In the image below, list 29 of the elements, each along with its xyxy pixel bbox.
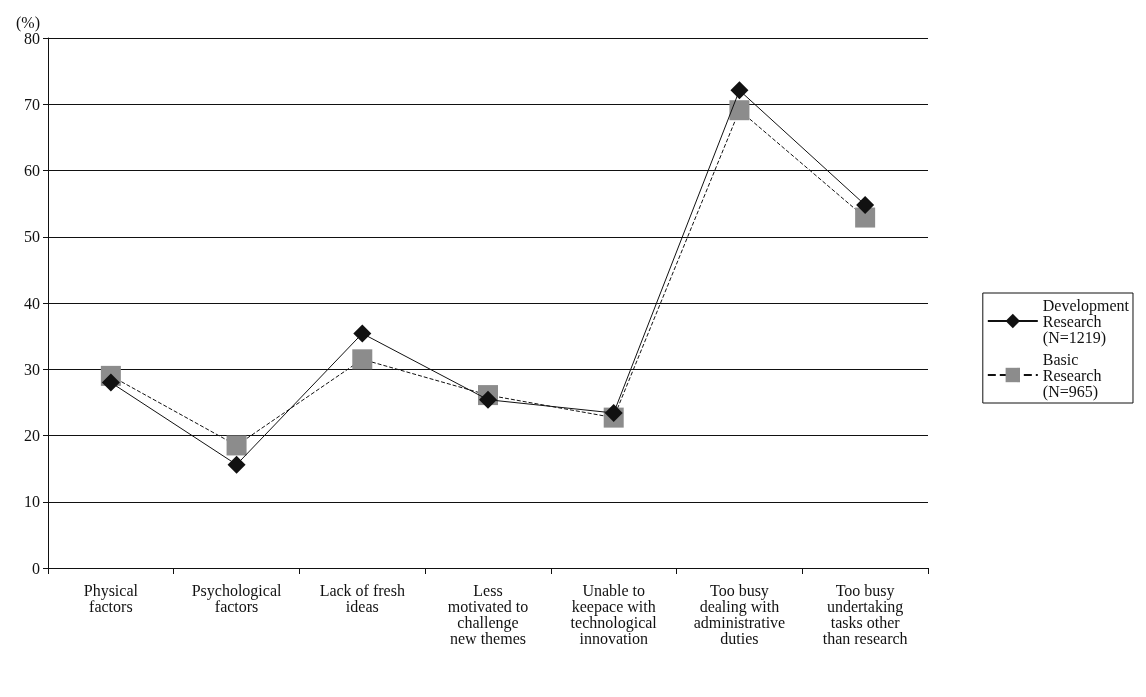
- y-tick-label: 70: [24, 95, 40, 113]
- point: [101, 373, 120, 392]
- y-tick-label: 30: [24, 360, 40, 378]
- y-tick-label: 60: [24, 162, 40, 179]
- point: [855, 207, 876, 228]
- x-tick-label: Unable to keepace with technological innovation: [570, 581, 658, 647]
- x-tick-label: Less motivated to challenge new themes: [447, 581, 529, 647]
- point: [856, 195, 875, 214]
- point: [479, 390, 497, 409]
- point: [729, 100, 750, 121]
- legend-label: Basic Research (N=965): [1042, 350, 1102, 401]
- point: [604, 403, 623, 422]
- x-tick-label: Too busy dealing with administrative duties: [693, 581, 786, 647]
- point: [352, 349, 373, 370]
- x-tick-label: Lack of fresh ideas: [319, 581, 405, 615]
- point: [353, 324, 372, 343]
- y-tick-label: 0: [32, 559, 40, 577]
- point: [226, 435, 247, 456]
- x-tick-label: Psychological factors: [191, 581, 283, 615]
- point: [227, 455, 246, 474]
- y-tick-label: 50: [24, 228, 40, 246]
- x-tick-label: Too busy undertaking tasks other than research: [822, 581, 908, 647]
- y-tick-label: 20: [24, 427, 40, 444]
- y-axis-title: (%): [16, 13, 40, 32]
- y-tick-label: 10: [24, 493, 40, 511]
- y-tick-label: 40: [24, 294, 40, 312]
- point: [730, 81, 749, 100]
- x-tick-label: Physical factors: [83, 581, 139, 615]
- legend-label: Development Research (N=1219): [1042, 296, 1130, 347]
